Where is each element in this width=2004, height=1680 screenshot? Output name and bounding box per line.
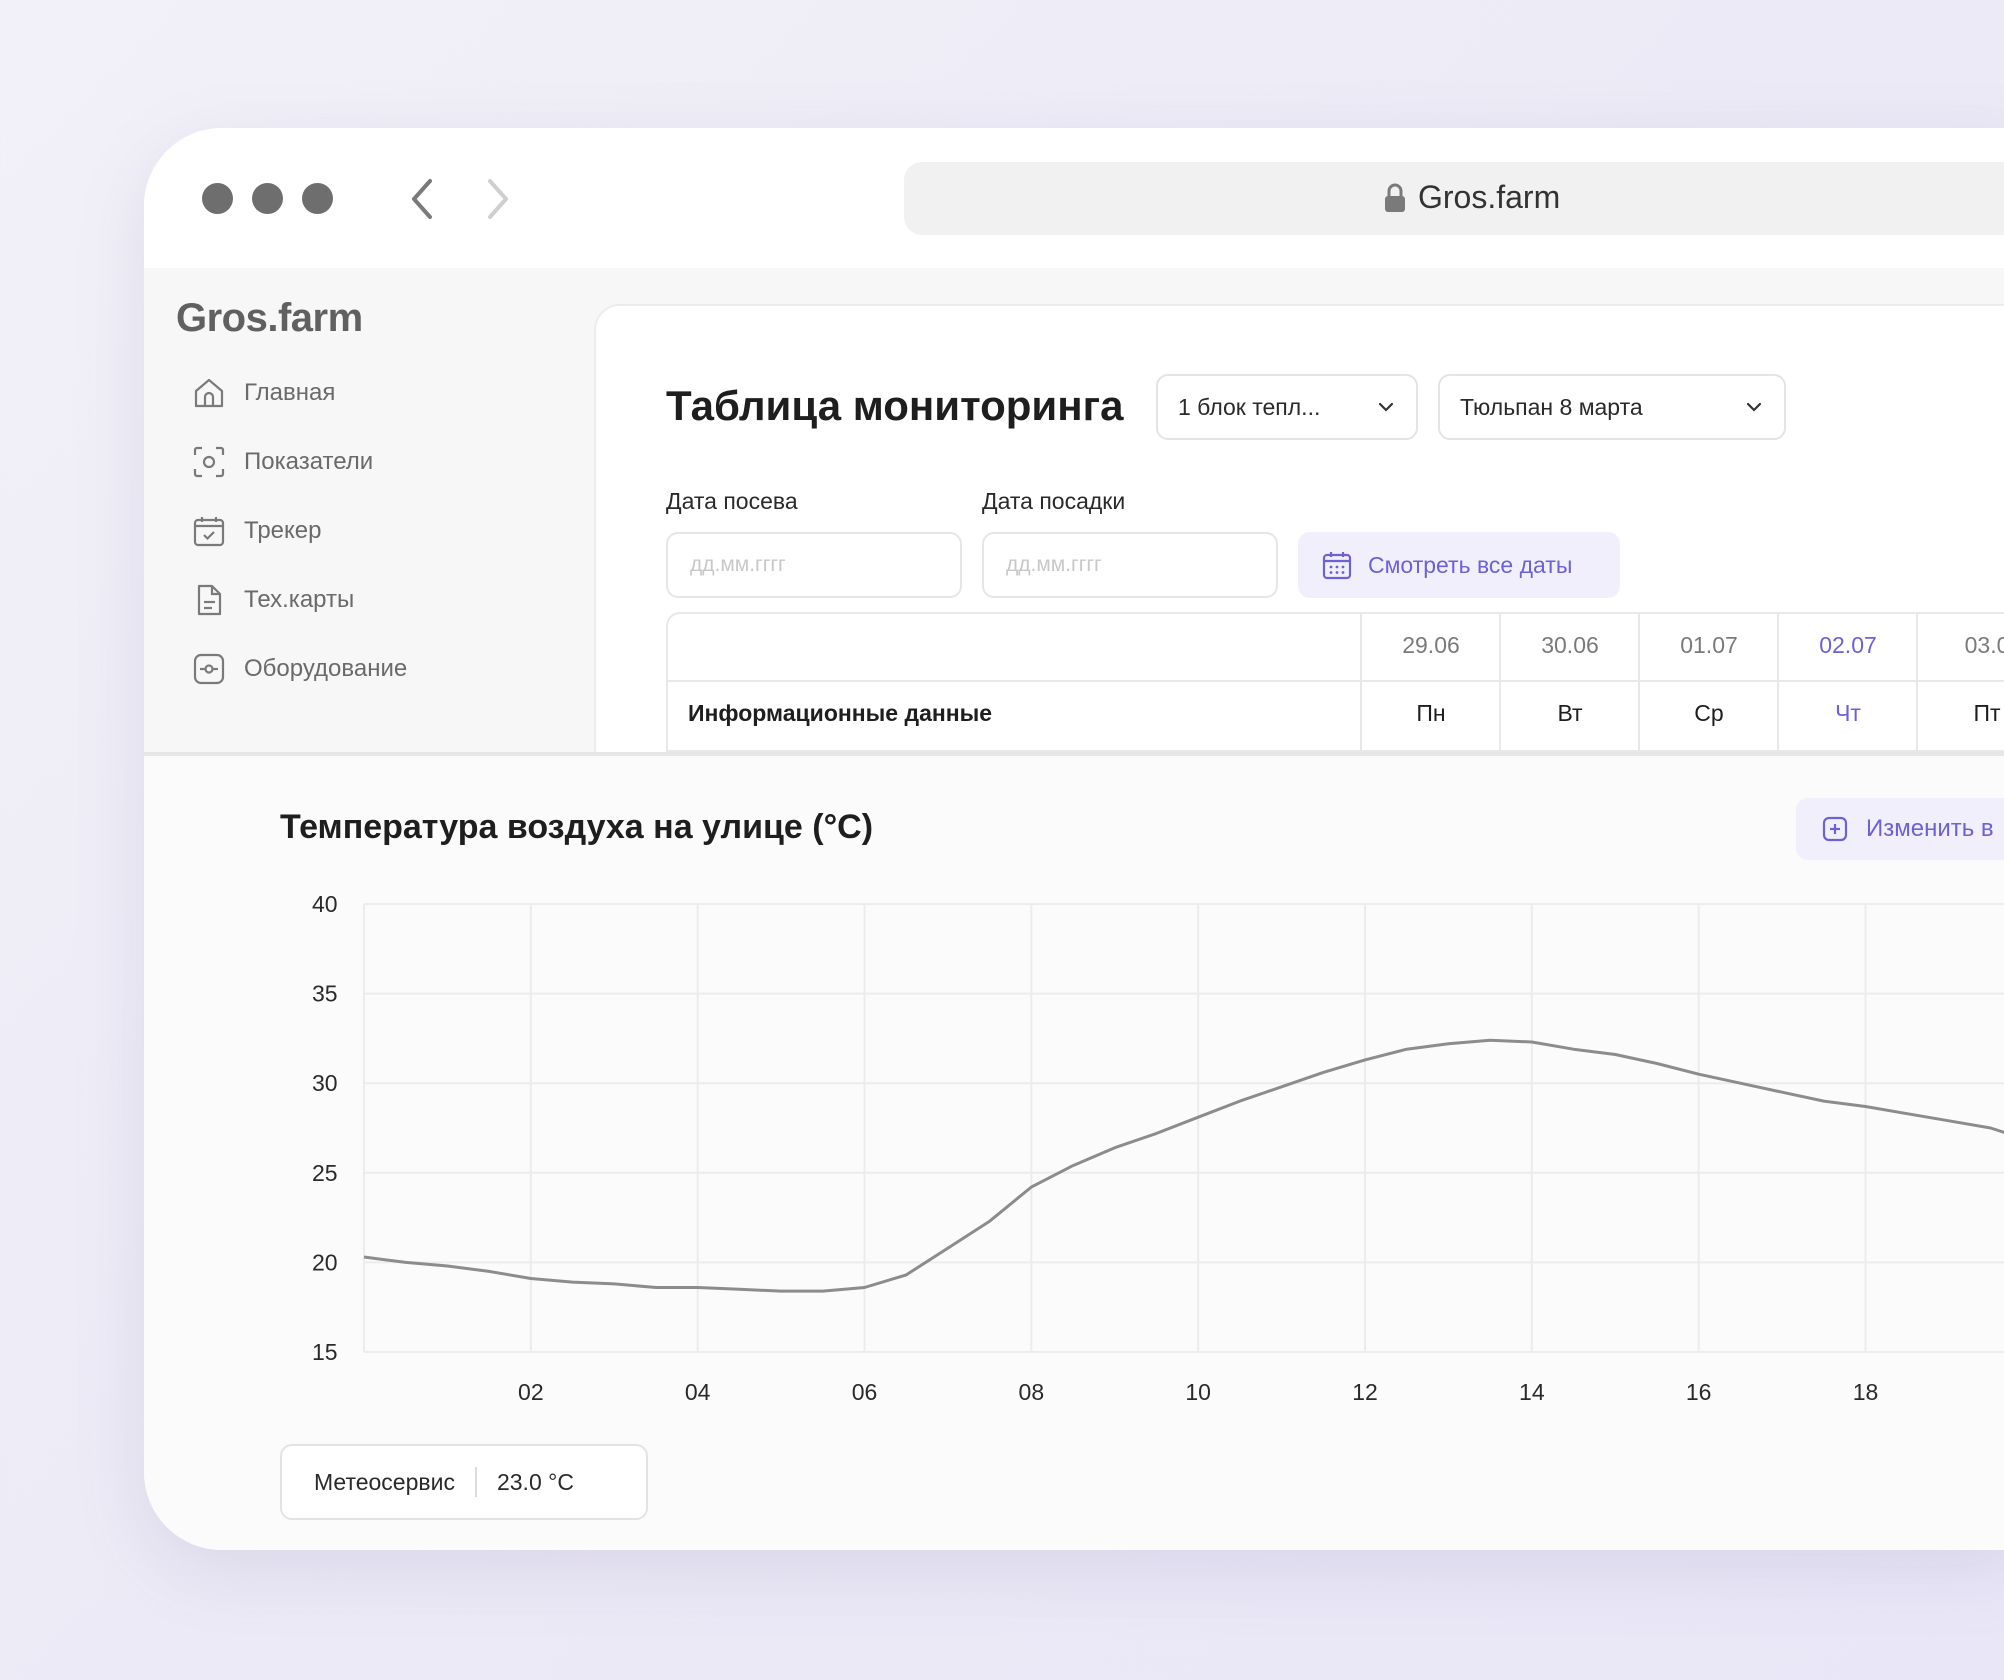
sidebar-item-equipment[interactable]: Оборудование xyxy=(192,644,407,694)
table-day-cell: Ср xyxy=(1694,700,1724,726)
y-tick-label: 15 xyxy=(312,1339,338,1365)
sidebar-item-home[interactable]: Главная xyxy=(192,368,335,418)
temperature-chart: 15 20 25 30 35 40 02 04 06 08 10 12 14 16 18 xyxy=(312,891,2004,1405)
greenhouse-select[interactable]: 1 блок тепл... xyxy=(1156,374,1418,440)
sidebar-item-label: Оборудование xyxy=(244,655,408,682)
greenhouse-select-value: 1 блок тепл... xyxy=(1178,393,1321,420)
sidebar-item-tracker[interactable]: Трекер xyxy=(192,506,321,556)
planting-date-label: Дата посадки xyxy=(982,488,1126,514)
x-tick-label: 08 xyxy=(1019,1379,1045,1405)
meteo-service-chip[interactable]: Метеосервис 23.0 °C xyxy=(280,1444,648,1520)
table-divider xyxy=(1499,614,1501,750)
meteo-separator xyxy=(474,1467,477,1497)
x-tick-label: 10 xyxy=(1185,1379,1211,1405)
table-date-cell[interactable]: 29.06 xyxy=(1402,632,1460,658)
address-bar[interactable]: Gros.farm xyxy=(904,162,2004,235)
lock-icon xyxy=(1385,183,1405,212)
plus-square-icon xyxy=(1822,816,1848,842)
sidebar-item-techcards[interactable]: Тех.карты xyxy=(192,575,354,625)
table-divider xyxy=(1916,614,1918,750)
y-tick-label: 20 xyxy=(312,1249,338,1275)
x-tick-label: 06 xyxy=(852,1379,878,1405)
chart-title: Температура воздуха на улице (°C) xyxy=(280,808,874,846)
y-tick-label: 25 xyxy=(312,1160,338,1186)
browser-window: Gros.farm Gros.farm Главная Показатели xyxy=(144,128,2004,1550)
table-divider xyxy=(1360,614,1362,750)
page-title: Таблица мониторинга xyxy=(666,382,1124,429)
view-all-dates-button[interactable]: Смотреть все даты xyxy=(1298,532,1620,598)
info-data-label: Информационные данные xyxy=(688,700,993,726)
crop-select-value: Тюльпан 8 марта xyxy=(1460,393,1643,420)
document-icon xyxy=(197,584,222,616)
calendar-check-icon xyxy=(193,517,225,547)
x-tick-label: 02 xyxy=(518,1379,544,1405)
chart-card: Температура воздуха на улице (°C) Измени… xyxy=(144,752,2004,1550)
calendar-icon xyxy=(1322,552,1352,580)
table-divider xyxy=(668,680,2004,682)
equipment-icon xyxy=(193,653,225,685)
chevron-down-icon xyxy=(1746,402,1762,412)
meteo-label: Метеосервис xyxy=(314,1468,455,1495)
app-top-area: Gros.farm Главная Показатели Трек xyxy=(144,268,2004,774)
url-text: Gros.farm xyxy=(1418,179,1561,215)
planting-date-input[interactable]: дд.мм.гггг xyxy=(982,532,1278,598)
sidebar-item-label: Тех.карты xyxy=(244,586,355,613)
table-day-cell-active: Чт xyxy=(1835,700,1861,726)
monitoring-panel: Таблица мониторинга 1 блок тепл... Тюльп… xyxy=(594,304,2004,774)
x-tick-label: 14 xyxy=(1519,1379,1545,1405)
sowing-date-label: Дата посева xyxy=(666,488,798,514)
home-icon xyxy=(194,378,224,408)
forward-arrow-icon[interactable] xyxy=(478,175,518,223)
x-tick-label: 16 xyxy=(1686,1379,1712,1405)
app-logo[interactable]: Gros.farm xyxy=(176,296,363,340)
y-tick-label: 30 xyxy=(312,1070,338,1096)
table-day-cell: Вт xyxy=(1557,700,1583,726)
window-close-dot[interactable] xyxy=(202,183,233,214)
browser-toolbar: Gros.farm xyxy=(144,128,2004,268)
window-minimize-dot[interactable] xyxy=(252,183,283,214)
table-divider xyxy=(1777,614,1779,750)
crop-select[interactable]: Тюльпан 8 марта xyxy=(1438,374,1786,440)
view-all-dates-label: Смотреть все даты xyxy=(1368,551,1573,578)
table-date-cell[interactable]: 03.0 xyxy=(1964,632,2004,658)
indicators-icon xyxy=(193,446,225,478)
window-maximize-dot[interactable] xyxy=(302,183,333,214)
y-tick-label: 35 xyxy=(312,981,338,1007)
x-tick-label: 12 xyxy=(1352,1379,1378,1405)
table-date-cell[interactable]: 30.06 xyxy=(1541,632,1599,658)
chevron-down-icon xyxy=(1378,402,1394,412)
y-tick-label: 40 xyxy=(312,891,338,917)
monitoring-table: Информационные данные 29.06 Пн 30.06 Вт … xyxy=(666,612,2004,752)
sidebar-item-label: Трекер xyxy=(244,517,322,544)
sidebar-item-label: Показатели xyxy=(244,448,374,475)
table-divider xyxy=(1638,614,1640,750)
back-arrow-icon[interactable] xyxy=(402,175,442,223)
table-date-cell-active[interactable]: 02.07 xyxy=(1819,632,1877,658)
edit-button[interactable]: Изменить в xyxy=(1796,798,2004,860)
table-day-cell: Пн xyxy=(1416,700,1446,726)
temperature-series-line xyxy=(363,1038,2004,1293)
meteo-value: 23.0 °C xyxy=(496,1468,574,1495)
sidebar-item-indicators[interactable]: Показатели xyxy=(192,437,373,487)
table-date-cell[interactable]: 01.07 xyxy=(1680,632,1738,658)
x-tick-label: 04 xyxy=(685,1379,711,1405)
x-tick-label: 18 xyxy=(1853,1379,1879,1405)
edit-button-label: Изменить в xyxy=(1866,815,1994,842)
sidebar-item-label: Главная xyxy=(244,379,336,406)
sowing-date-input[interactable]: дд.мм.гггг xyxy=(666,532,962,598)
table-day-cell: Пт xyxy=(1973,700,2001,726)
